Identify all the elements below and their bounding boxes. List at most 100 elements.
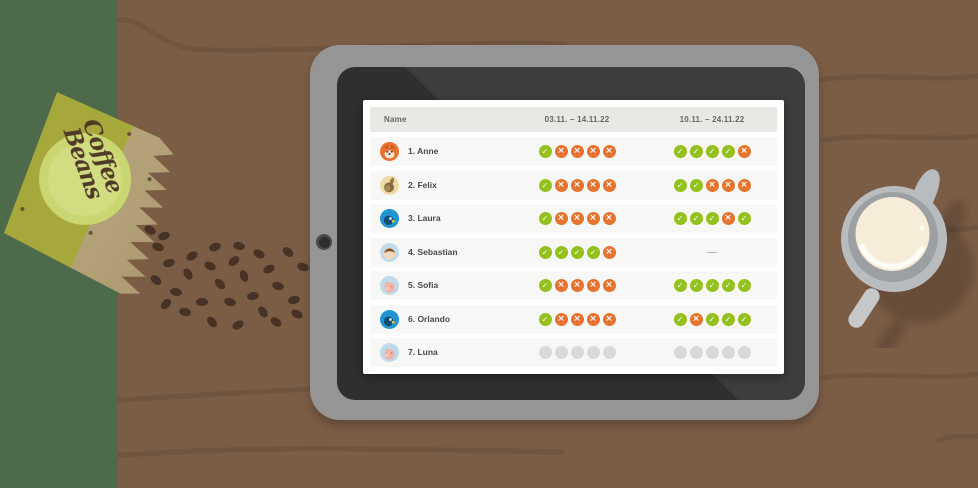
status-group-period1 [517, 338, 637, 367]
cross-icon: × [602, 145, 616, 158]
check-icon: ✓ [673, 178, 687, 192]
status-group-period1: ✓ × × × × [517, 137, 637, 166]
pending-icon [602, 346, 616, 359]
status-group-period1: ✓ × × × × [517, 171, 637, 200]
check-icon: ✓ [737, 312, 751, 326]
cross-icon: × [602, 312, 616, 326]
check-icon: ✓ [586, 245, 600, 259]
tablet-camera-icon [316, 234, 332, 250]
cross-icon: × [705, 178, 719, 192]
check-icon: ✓ [721, 145, 735, 158]
check-icon: ✓ [673, 312, 687, 326]
status-group-period1: ✓ × × × × [517, 204, 637, 233]
cross-icon: × [737, 145, 751, 158]
status-group-period2 [652, 338, 772, 367]
pending-icon [554, 346, 568, 359]
pending-icon [570, 346, 584, 359]
column-header-name: Name [384, 115, 407, 124]
check-icon: ✓ [538, 212, 552, 225]
table-header: Name 03.11. – 14.11.22 10.11. – 24.11.22 [370, 107, 777, 132]
check-icon: ✓ [538, 245, 552, 259]
pending-icon [721, 346, 735, 359]
cross-icon: × [586, 279, 600, 292]
table-row[interactable]: 7. Luna [370, 338, 777, 367]
check-icon: ✓ [705, 312, 719, 326]
participant-name: 6. Orlando [408, 313, 451, 324]
cross-icon: × [602, 178, 616, 192]
cross-icon: × [554, 212, 568, 225]
status-group-period1: ✓ ✓ ✓ ✓ × [517, 238, 637, 267]
avatar-bird-icon [380, 209, 399, 228]
tracker-panel: Name 03.11. – 14.11.22 10.11. – 24.11.22… [363, 100, 784, 374]
check-icon: ✓ [570, 245, 584, 259]
column-header-period1: 03.11. – 14.11.22 [544, 115, 610, 124]
bag-speckle [88, 230, 93, 235]
check-icon: ✓ [705, 279, 719, 292]
check-icon: ✓ [538, 178, 552, 192]
check-icon: ✓ [689, 279, 703, 292]
table-row[interactable]: 3. Laura ✓ × × × × ✓ ✓ ✓ × ✓ [370, 204, 777, 233]
avatar-fox-icon [380, 142, 399, 161]
check-icon: ✓ [737, 279, 751, 292]
cross-icon: × [721, 212, 735, 225]
no-data-dash: — [707, 246, 717, 258]
check-icon: ✓ [689, 212, 703, 225]
pending-icon [737, 346, 751, 359]
participant-name: 1. Anne [408, 146, 439, 156]
participant-name: 7. Luna [408, 347, 438, 357]
cross-icon: × [554, 145, 568, 158]
cross-icon: × [570, 145, 584, 158]
cross-icon: × [586, 212, 600, 225]
avatar-rabbit-icon [380, 175, 399, 195]
cross-icon: × [586, 178, 600, 192]
tablet-device: Name 03.11. – 14.11.22 10.11. – 24.11.22… [310, 45, 819, 420]
table-row[interactable]: 6. Orlando ✓ × × × × ✓ × ✓ ✓ ✓ [370, 304, 777, 334]
pending-icon [705, 346, 719, 359]
cross-icon: × [602, 279, 616, 292]
cross-icon: × [737, 178, 751, 192]
avatar-pig-icon [380, 276, 399, 295]
table-row[interactable]: 1. Anne ✓ × × × × ✓ ✓ ✓ ✓ × [370, 137, 777, 166]
status-group-period2: ✓ ✓ ✓ ✓ × [652, 137, 772, 166]
check-icon: ✓ [673, 145, 687, 158]
table-row[interactable]: 4. Sebastian ✓ ✓ ✓ ✓ × — [370, 237, 777, 267]
check-icon: ✓ [538, 279, 552, 292]
check-icon: ✓ [689, 178, 703, 192]
participant-name: 3. Laura [408, 213, 441, 223]
check-icon: ✓ [673, 279, 687, 292]
cross-icon: × [721, 178, 735, 192]
pending-icon [689, 346, 703, 359]
pending-icon [586, 346, 600, 359]
status-group-period2: ✓ × ✓ ✓ ✓ [652, 305, 772, 334]
status-group-period2: ✓ ✓ × × × [652, 171, 772, 200]
check-icon: ✓ [689, 145, 703, 158]
check-icon: ✓ [721, 279, 735, 292]
avatar-boy-icon [380, 242, 399, 262]
tablet-screen: Name 03.11. – 14.11.22 10.11. – 24.11.22… [337, 67, 805, 400]
avatar-pig-icon [380, 343, 399, 362]
status-group-period2: — [652, 238, 772, 267]
status-group-period2: ✓ ✓ ✓ × ✓ [652, 204, 772, 233]
table-row[interactable]: 2. Felix ✓ × × × × ✓ ✓ × × × [370, 170, 777, 200]
cross-icon: × [689, 312, 703, 326]
pending-icon [673, 346, 687, 359]
status-group-period1: ✓ × × × × [517, 271, 637, 300]
column-header-period2: 10.11. – 24.11.22 [679, 115, 745, 124]
cross-icon: × [554, 312, 568, 326]
cross-icon: × [570, 312, 584, 326]
participant-name: 5. Sofia [408, 280, 439, 290]
check-icon: ✓ [737, 212, 751, 225]
cross-icon: × [554, 279, 568, 292]
check-icon: ✓ [538, 312, 552, 326]
cross-icon: × [586, 312, 600, 326]
participant-name: 4. Sebastian [408, 246, 458, 257]
cross-icon: × [570, 178, 584, 192]
cross-icon: × [554, 178, 568, 192]
milk-jug [841, 169, 973, 348]
status-group-period2: ✓ ✓ ✓ ✓ ✓ [652, 271, 772, 300]
cross-icon: × [602, 212, 616, 225]
status-group-period1: ✓ × × × × [517, 305, 637, 334]
table-row[interactable]: 5. Sofia ✓ × × × × ✓ ✓ ✓ ✓ ✓ [370, 271, 777, 300]
cross-icon: × [570, 212, 584, 225]
